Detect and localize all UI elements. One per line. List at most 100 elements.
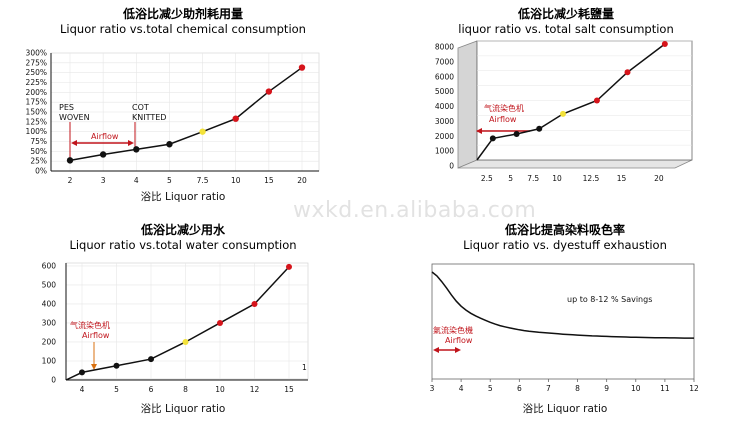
chart-salt-consumption: 低浴比减少耗鹽量 liquor ratio vs. total salt con… [365,0,730,214]
chemical-x-tick-label: 3 [101,176,106,185]
water-data-point [148,356,154,363]
salt-chart-svg: 低浴比减少耗鹽量 liquor ratio vs. total salt con… [435,6,693,183]
water-x-tick-label: 6 [149,385,154,394]
water-corner-mark: 1 [302,363,307,372]
chemical-y-tick-label: 25% [30,157,47,166]
water-x-tick-label: 15 [284,385,294,394]
dyestuff-x-tick-label: 12 [689,384,699,393]
chemical-x-label: 浴比 Liquor ratio [141,190,226,203]
dyestuff-x-tick-label: 8 [575,384,580,393]
chemical-data-point [199,128,206,135]
airflow-label: Airflow [91,132,119,141]
chart-water-consumption: 低浴比减少用水 Liquor ratio vs.total water cons… [0,214,365,429]
chemical-y-tick-label: 50% [30,147,47,156]
water-y-tick-label: 200 [42,337,57,346]
water-data-point [79,369,85,376]
watermark: wxkd.en.alibaba.com [293,198,537,223]
salt-x-tick-label: 12.5 [583,174,600,183]
salt-y-tick-label: 0 [449,162,454,171]
dyestuff-x-tick-label: 9 [604,384,609,393]
water-x-tick-label: 5 [114,385,119,394]
chemical-title: 低浴比减少助剂耗用量 [122,6,243,21]
water-plot-area [65,262,309,380]
water-x-tick-label: 12 [250,385,260,394]
chemical-data-point [133,146,140,153]
salt-x-tick-label: 20 [654,174,664,183]
water-airflow-label: Airflow [82,331,110,340]
chemical-data-point [99,151,107,158]
salt-x-tick-label: 7.5 [527,174,539,183]
chemical-x-tick-label: 10 [231,176,241,185]
salt-data-point [489,135,496,142]
salt-y-tick-label: 2000 [435,132,454,141]
dyestuff-x-tick-label: 4 [459,384,464,393]
chemical-chart-svg: 低浴比减少助剂耗用量 Liquor ratio vs.total chemica… [26,6,320,203]
dyestuff-chart-svg: 低浴比提高染料吸色率 Liquor ratio vs. dyestuff exh… [430,222,699,415]
water-y-tick-label: 300 [42,318,57,327]
chemical-x-tick-label: 4 [134,176,139,185]
salt-y-tick-label: 3000 [435,117,454,126]
dyestuff-x-tick-label: 5 [488,384,493,393]
chart-dyestuff-exhaustion: 低浴比提高染料吸色率 Liquor ratio vs. dyestuff exh… [365,214,730,429]
dyestuff-x-label: 浴比 Liquor ratio [523,402,608,415]
salt-data-point [593,97,600,104]
water-x-tick-label: 10 [215,385,225,394]
chemical-x-tick-label: 5 [167,176,172,185]
salt-x-tick-label: 10 [552,174,562,183]
water-y-tick-label: 0 [51,376,56,385]
salt-airflow-label: Airflow [489,115,517,124]
salt-data-point [536,125,543,132]
dyestuff-x-tick-label: 11 [660,384,670,393]
dyestuff-series-line [431,271,694,339]
chemical-x-tick-label: 15 [264,176,274,185]
chemical-y-tick-label: 0% [35,167,47,176]
salt-data-point [560,110,566,117]
water-series-line [65,266,290,381]
salt-airflow-arrow-head [476,128,482,134]
dyestuff-airflow-arrow-right-head [455,347,461,353]
salt-data-point [624,69,631,76]
chemical-y-tick-label: 175% [26,98,47,107]
water-data-point [286,263,292,270]
water-x-tick-label: 4 [80,385,85,394]
chemical-y-tick-label: 300% [26,49,47,58]
chemical-series-line [69,66,303,162]
water-x-tick-label: 8 [183,385,188,394]
salt-y-tick-label: 4000 [435,102,454,111]
chemical-x-tick-label: 20 [297,176,307,185]
water-title: 低浴比减少用水 [140,222,226,237]
water-subtitle: Liquor ratio vs.total water consumption [69,238,296,252]
water-data-point [251,300,258,307]
chemical-y-tick-label: 275% [26,58,47,67]
salt-x-tick-label: 15 [617,174,627,183]
salt-data-point [513,130,520,137]
salt-y-tick-label: 5000 [435,87,454,96]
chemical-data-point [265,88,273,95]
dyestuff-x-tick-label: 3 [430,384,435,393]
chemical-data-point [232,115,239,122]
salt-floor [457,159,693,169]
salt-data-point [661,40,668,47]
chemical-y-tick-label: 225% [26,78,47,87]
chemical-x-tick-label: 7.5 [197,176,209,185]
dyestuff-subtitle: Liquor ratio vs. dyestuff exhaustion [463,238,667,252]
water-data-point [182,338,189,345]
dyestuff-title: 低浴比提高染料吸色率 [504,222,625,237]
dyestuff-x-tick-label: 7 [546,384,551,393]
chemical-y-tick-label: 150% [26,108,47,117]
knitted-label: KNITTED [132,113,166,122]
dyestuff-airflow-arrow-left-head [433,347,439,353]
chemical-data-point [298,64,306,71]
chemical-y-tick-label: 100% [26,127,47,136]
chemical-y-tick-label: 75% [30,137,47,146]
dyestuff-machine-label: 氣流染色機 [433,325,473,335]
chemical-y-tick-label: 125% [26,117,47,126]
salt-series-line [476,43,666,161]
chemical-data-point [66,157,74,164]
water-y-tick-label: 100 [42,356,57,365]
chemical-y-tick-label: 200% [26,88,47,97]
dyestuff-airflow-label: Airflow [445,336,473,345]
cot-label: COT [132,103,149,112]
chemical-data-point [166,141,173,148]
dyestuff-savings-label: up to 8-12 % Savings [567,295,652,304]
